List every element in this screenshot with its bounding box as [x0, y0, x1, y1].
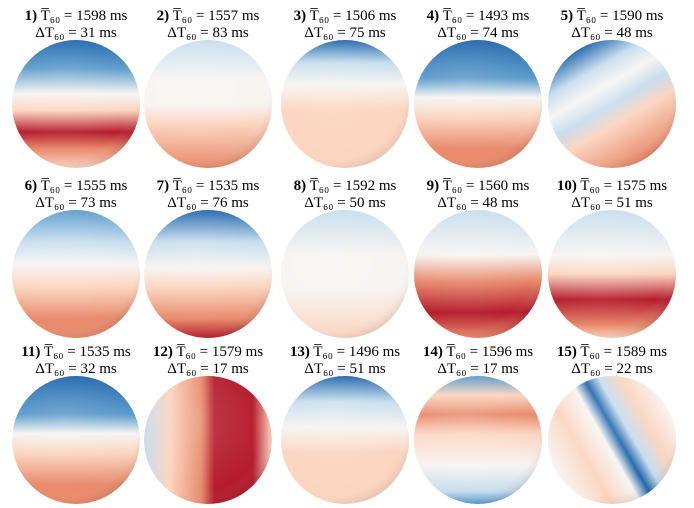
- panel-mean-label: 13) T̅₆₀ = 1496 ms: [290, 344, 400, 360]
- panel-delta: ΔT₆₀ = 75 ms: [304, 25, 386, 41]
- panel-index: 2): [157, 8, 170, 24]
- panel-mean-label: 5) T̅₆₀ = 1590 ms: [561, 8, 664, 24]
- panel-mean: T̅₆₀ = 1596 ms: [446, 344, 533, 360]
- panel-mean-label: 2) T̅₆₀ = 1557 ms: [157, 8, 260, 24]
- panel-index: 1): [25, 8, 38, 24]
- panel-mean-label: 10) T̅₆₀ = 1575 ms: [557, 178, 667, 194]
- sphere-shading: [548, 40, 676, 168]
- panel-delta: ΔT₆₀ = 51 ms: [304, 361, 386, 377]
- panel-delta: ΔT₆₀ = 31 ms: [35, 25, 117, 41]
- panel-index: 12): [153, 344, 173, 360]
- panel-delta: ΔT₆₀ = 73 ms: [35, 195, 117, 211]
- panel-index: 4): [427, 8, 440, 24]
- panel-index: 10): [557, 178, 577, 194]
- sphere-shading: [281, 210, 409, 338]
- panel-delta: ΔT₆₀ = 17 ms: [437, 361, 519, 377]
- panel-mean-label: 1) T̅₆₀ = 1598 ms: [25, 8, 128, 24]
- panel-index: 9): [427, 178, 440, 194]
- sphere-shading: [281, 376, 409, 504]
- panel-mean: T̅₆₀ = 1579 ms: [176, 344, 263, 360]
- panel-mean-label: 4) T̅₆₀ = 1493 ms: [427, 8, 530, 24]
- sphere-shading: [144, 376, 272, 504]
- panel-mean: T̅₆₀ = 1535 ms: [173, 178, 260, 194]
- panel-mean-label: 12) T̅₆₀ = 1579 ms: [153, 344, 263, 360]
- panel-mean-label: 15) T̅₆₀ = 1589 ms: [557, 344, 667, 360]
- sphere-shading: [12, 40, 140, 168]
- panel-delta: ΔT₆₀ = 48 ms: [437, 195, 519, 211]
- sphere-shading: [144, 210, 272, 338]
- panel-mean-label: 11) T̅₆₀ = 1535 ms: [21, 344, 131, 360]
- panel-delta: ΔT₆₀ = 50 ms: [304, 195, 386, 211]
- panel-delta: ΔT₆₀ = 76 ms: [167, 195, 249, 211]
- sphere-shading: [144, 40, 272, 168]
- panel-index: 3): [294, 8, 307, 24]
- panel-mean: T̅₆₀ = 1589 ms: [580, 344, 667, 360]
- panel-delta: ΔT₆₀ = 17 ms: [167, 361, 249, 377]
- panel-mean-label: 9) T̅₆₀ = 1560 ms: [427, 178, 530, 194]
- panel-mean: T̅₆₀ = 1590 ms: [577, 8, 664, 24]
- panel-delta: ΔT₆₀ = 22 ms: [571, 361, 653, 377]
- panel-mean: T̅₆₀ = 1560 ms: [443, 178, 530, 194]
- panel-delta: ΔT₆₀ = 32 ms: [35, 361, 117, 377]
- panel-mean-label: 14) T̅₆₀ = 1596 ms: [423, 344, 533, 360]
- panel-delta: ΔT₆₀ = 83 ms: [167, 25, 249, 41]
- panel-index: 11): [21, 344, 40, 360]
- panel-index: 8): [294, 178, 307, 194]
- panel-mean: T̅₆₀ = 1506 ms: [310, 8, 397, 24]
- sphere-shading: [414, 40, 542, 168]
- sphere-shading: [548, 210, 676, 338]
- panel-mean: T̅₆₀ = 1535 ms: [44, 344, 131, 360]
- panel-delta: ΔT₆₀ = 48 ms: [571, 25, 653, 41]
- panel-mean-label: 3) T̅₆₀ = 1506 ms: [294, 8, 397, 24]
- panel-index: 6): [25, 178, 38, 194]
- sphere-shading: [548, 376, 676, 504]
- panel-mean: T̅₆₀ = 1575 ms: [580, 178, 667, 194]
- sphere-shading: [414, 210, 542, 338]
- panel-delta: ΔT₆₀ = 74 ms: [437, 25, 519, 41]
- panel-mean-label: 6) T̅₆₀ = 1555 ms: [25, 178, 128, 194]
- panel-mean: T̅₆₀ = 1592 ms: [310, 178, 397, 194]
- panel-delta: ΔT₆₀ = 51 ms: [571, 195, 653, 211]
- sphere-shading: [414, 376, 542, 504]
- panel-mean: T̅₆₀ = 1493 ms: [443, 8, 530, 24]
- figure: 1) T̅₆₀ = 1598 msΔT₆₀ = 31 ms2) T̅₆₀ = 1…: [0, 0, 694, 508]
- sphere-shading: [281, 40, 409, 168]
- panel-mean: T̅₆₀ = 1557 ms: [173, 8, 260, 24]
- sphere-shading: [12, 376, 140, 504]
- panel-index: 13): [290, 344, 310, 360]
- panel-mean-label: 8) T̅₆₀ = 1592 ms: [294, 178, 397, 194]
- panel-index: 7): [157, 178, 170, 194]
- panel-index: 5): [561, 8, 574, 24]
- panel-mean: T̅₆₀ = 1598 ms: [41, 8, 128, 24]
- panel-mean: T̅₆₀ = 1555 ms: [41, 178, 128, 194]
- panel-mean-label: 7) T̅₆₀ = 1535 ms: [157, 178, 260, 194]
- sphere-shading: [12, 210, 140, 338]
- panel-index: 14): [423, 344, 443, 360]
- panel-mean: T̅₆₀ = 1496 ms: [313, 344, 400, 360]
- panel-index: 15): [557, 344, 577, 360]
